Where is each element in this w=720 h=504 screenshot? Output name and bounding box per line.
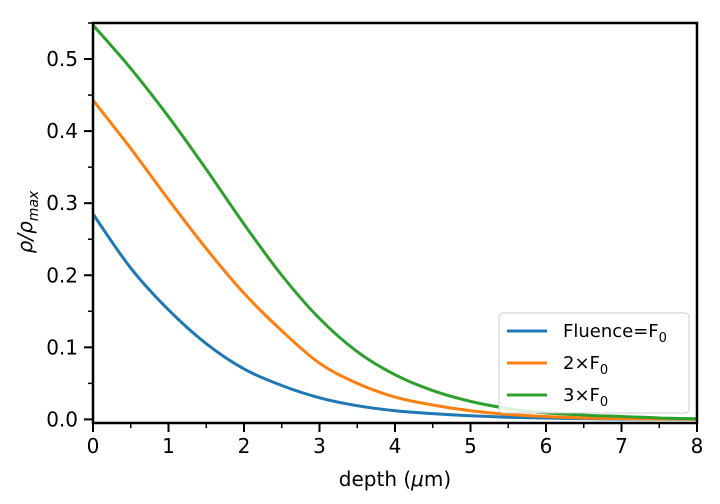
- y-tick-label: 0.1: [46, 335, 78, 359]
- y-tick-label: 0.3: [46, 191, 78, 215]
- x-tick-label: 0: [87, 434, 100, 458]
- x-tick-label: 5: [464, 434, 477, 458]
- legend-box: [498, 312, 690, 414]
- x-tick-label: 7: [615, 434, 628, 458]
- legend-label-2: 2×F0: [563, 353, 608, 378]
- x-tick-label: 6: [540, 434, 553, 458]
- x-tick-label: 4: [389, 434, 402, 458]
- x-tick-label: 2: [238, 434, 251, 458]
- legend: Fluence=F0 2×F0 3×F0: [498, 312, 690, 414]
- y-tick-label: 0.5: [46, 47, 78, 71]
- x-tick-label: 3: [313, 434, 326, 458]
- axes: 0 1 2 3 4 5 6 7 8 0.0 0.1 0.2 0.3 0.4 0.5: [46, 21, 704, 458]
- x-tick-label: 1: [162, 434, 175, 458]
- plot-lines: [91, 24, 698, 421]
- x-tick-label: 8: [691, 434, 704, 458]
- legend-label-3: 3×F0: [563, 385, 608, 410]
- series-line-3: [91, 24, 698, 421]
- y-axis-label: ρ/ρmax: [13, 190, 42, 253]
- x-axis-label: depth (μm): [339, 467, 451, 491]
- series-line-2: [91, 99, 698, 421]
- legend-label-1: Fluence=F0: [563, 321, 667, 346]
- y-tick-label: 0.2: [46, 263, 78, 287]
- y-tick-label: 0.4: [46, 119, 78, 143]
- y-tick-label: 0.0: [46, 407, 78, 431]
